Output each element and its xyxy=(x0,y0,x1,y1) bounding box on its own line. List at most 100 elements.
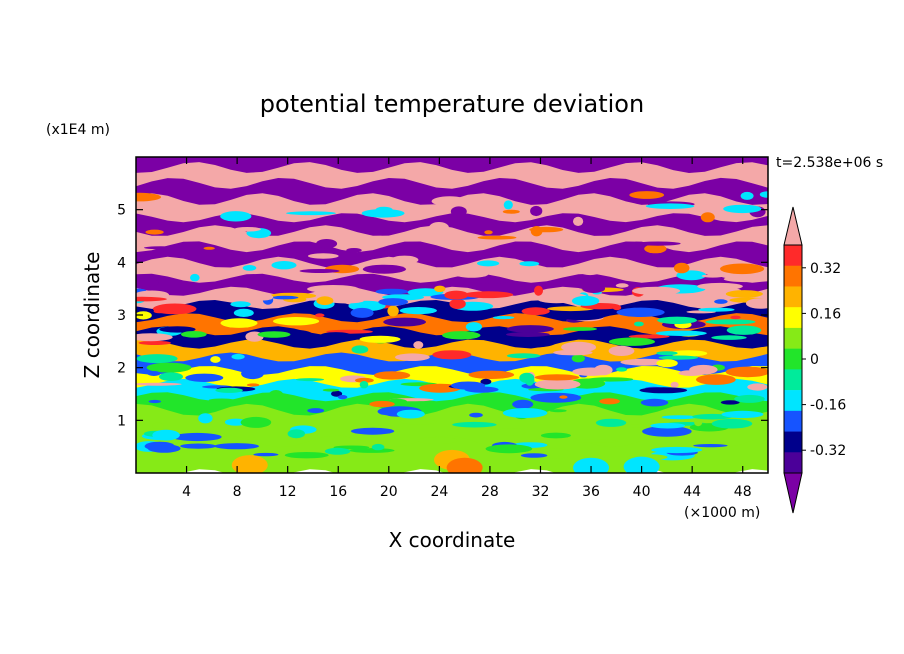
field-eddy xyxy=(519,261,540,267)
field-band xyxy=(136,366,768,390)
field-band xyxy=(136,300,768,325)
x-tick-label: 28 xyxy=(481,484,499,500)
field-eddy xyxy=(280,330,313,341)
field-eddy xyxy=(136,382,182,386)
field-eddy xyxy=(506,353,541,359)
field-eddy xyxy=(661,415,697,420)
field-eddy xyxy=(450,206,467,217)
field-eddy xyxy=(198,413,213,424)
field-eddy xyxy=(407,288,444,297)
field-eddy xyxy=(559,311,606,321)
x-tick-label: 8 xyxy=(233,484,242,500)
field-band xyxy=(136,162,768,191)
field-eddy xyxy=(136,311,152,320)
field-eddy xyxy=(530,205,543,217)
field-eddy xyxy=(234,227,261,232)
field-eddy xyxy=(725,290,763,298)
field-eddy xyxy=(369,400,395,408)
field-eddy xyxy=(328,298,364,304)
field-eddy xyxy=(180,443,217,449)
field-eddy xyxy=(172,432,222,442)
field-eddy xyxy=(434,285,446,292)
field-eddy xyxy=(634,321,644,327)
field-eddy xyxy=(144,441,175,451)
field-eddy xyxy=(399,307,437,315)
field-eddy xyxy=(396,409,425,419)
field-eddy xyxy=(608,337,656,346)
field-eddy xyxy=(511,338,556,348)
field-eddy xyxy=(390,255,419,265)
field-eddy xyxy=(268,390,284,399)
field-eddy xyxy=(536,293,577,304)
field-eddy xyxy=(582,284,606,293)
field-eddy xyxy=(608,345,635,356)
field-eddy xyxy=(417,437,458,444)
field-eddy xyxy=(745,298,768,309)
field-eddy xyxy=(159,326,196,333)
field-eddy xyxy=(331,390,343,397)
field-eddy xyxy=(635,241,681,246)
field-eddy xyxy=(534,285,543,296)
x-tick-label: 24 xyxy=(430,484,448,500)
colorbar-swatch xyxy=(784,265,802,287)
colorbar-swatch xyxy=(784,286,802,308)
field-eddy xyxy=(444,290,469,300)
field-eddy xyxy=(540,432,571,439)
colorbar-top-arrow xyxy=(783,206,803,246)
x-tick-label: 20 xyxy=(380,484,398,500)
field-eddy xyxy=(246,383,260,387)
field-eddy xyxy=(747,383,768,391)
field-eddy xyxy=(362,264,406,274)
field-eddy xyxy=(558,207,596,211)
field-eddy xyxy=(599,398,620,405)
field-eddy xyxy=(629,191,665,199)
field-eddy xyxy=(254,293,274,301)
colorbar-swatch xyxy=(784,327,802,349)
field-eddy xyxy=(136,333,173,342)
field-eddy xyxy=(299,269,340,273)
field-band xyxy=(136,241,768,270)
field-band xyxy=(136,177,768,207)
field-eddy xyxy=(449,298,466,309)
field-eddy xyxy=(553,349,593,356)
field-eddy xyxy=(230,301,251,308)
field-eddy xyxy=(240,416,272,428)
x-tick-label: 40 xyxy=(633,484,651,500)
colorbar-swatch xyxy=(784,369,802,391)
field-eddy xyxy=(349,448,395,453)
field-eddy xyxy=(705,319,756,325)
x-tick-label: 4 xyxy=(182,484,191,500)
field-eddy xyxy=(442,331,481,340)
colorbar-label: -0.16 xyxy=(810,398,846,414)
y-axis: 1 2 3 4 5 xyxy=(117,203,768,429)
field-eddy xyxy=(307,285,359,293)
field-eddy xyxy=(136,192,161,202)
field-eddy xyxy=(720,263,765,275)
chart-title: potential temperature deviation xyxy=(260,90,644,118)
field-eddy xyxy=(670,381,679,388)
colorbar-swatch xyxy=(784,245,802,267)
x-tick-label: 44 xyxy=(683,484,701,500)
y-axis-label: Z coordinate xyxy=(80,252,104,379)
field-eddy xyxy=(642,426,692,437)
field-eddy xyxy=(720,400,740,405)
x-axis-label: X coordinate xyxy=(389,528,516,552)
field-patch xyxy=(231,455,268,473)
colorbar-swatch xyxy=(784,348,802,370)
field-eddy xyxy=(136,278,159,287)
colorbar-swatch xyxy=(784,307,802,329)
field-eddy xyxy=(271,295,299,300)
field-eddy xyxy=(502,209,520,214)
field-eddy xyxy=(400,419,437,425)
field-eddy xyxy=(655,330,707,336)
field-eddy xyxy=(698,307,735,312)
field-eddy xyxy=(594,364,613,376)
field-eddy xyxy=(147,371,161,376)
plot-field xyxy=(136,157,768,473)
field-eddy xyxy=(468,370,515,379)
field-eddy xyxy=(651,446,703,454)
field-eddy xyxy=(547,306,594,312)
field-eddy xyxy=(723,204,762,214)
field-eddy xyxy=(503,200,513,210)
